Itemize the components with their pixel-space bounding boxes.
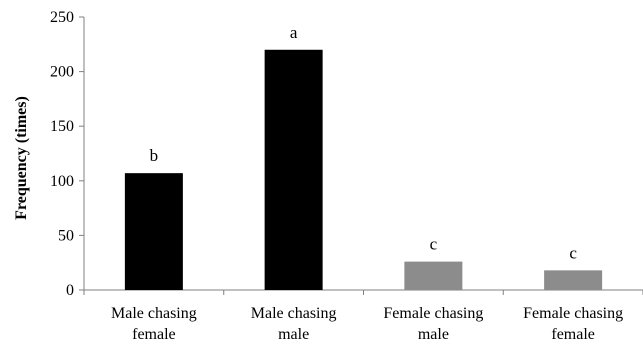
y-tick-label: 0	[66, 282, 74, 299]
significance-label: a	[290, 23, 298, 42]
y-tick-label: 150	[50, 118, 74, 135]
x-category-label: Female chasing female	[523, 305, 623, 343]
x-category-label: Male chasing female	[111, 305, 197, 343]
y-axis-title: Frequency (times)	[13, 96, 30, 220]
x-category-label: Female chasing male	[383, 305, 483, 343]
y-axis: 0 50 100 150 200 250	[50, 9, 85, 299]
significance-label: c	[430, 235, 438, 254]
bar	[544, 270, 603, 290]
significance-label: b	[150, 146, 159, 165]
bar	[124, 173, 183, 290]
x-axis: Male chasing female Male chasing male Female…	[83, 289, 643, 343]
significance-labels: b a c c	[150, 23, 578, 263]
x-category-label: Male chasing male	[251, 305, 337, 343]
significance-label: c	[569, 243, 577, 262]
bar	[264, 49, 323, 291]
bar	[404, 261, 463, 290]
y-tick-label: 50	[58, 227, 74, 244]
y-tick-label: 200	[50, 64, 74, 81]
y-tick-label: 250	[50, 9, 74, 26]
bars	[124, 49, 603, 291]
y-tick-label: 100	[50, 173, 74, 190]
